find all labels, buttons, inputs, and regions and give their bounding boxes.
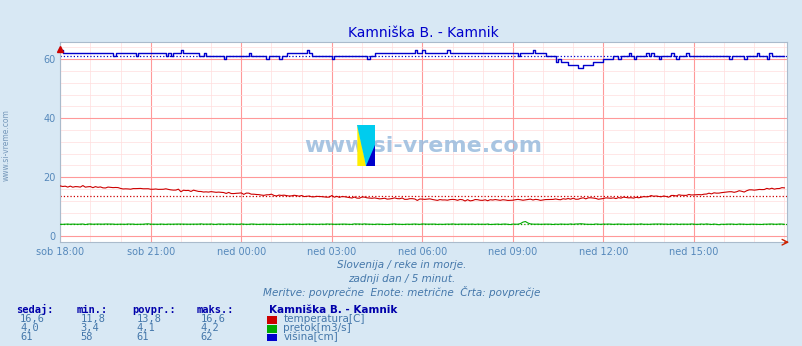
Text: 13,8: 13,8 bbox=[136, 315, 161, 325]
Text: povpr.:: povpr.: bbox=[132, 305, 176, 315]
Text: 58: 58 bbox=[80, 332, 93, 342]
Text: temperatura[C]: temperatura[C] bbox=[283, 315, 364, 325]
Text: min.:: min.: bbox=[76, 305, 107, 315]
Text: maks.:: maks.: bbox=[196, 305, 234, 315]
Text: Meritve: povprečne  Enote: metrične  Črta: povprečje: Meritve: povprečne Enote: metrične Črta:… bbox=[262, 286, 540, 298]
Text: 4,0: 4,0 bbox=[20, 323, 38, 333]
Text: www.si-vreme.com: www.si-vreme.com bbox=[304, 136, 542, 156]
Text: 11,8: 11,8 bbox=[80, 315, 105, 325]
Text: 4,2: 4,2 bbox=[200, 323, 219, 333]
Text: višina[cm]: višina[cm] bbox=[283, 331, 338, 342]
Polygon shape bbox=[357, 125, 366, 166]
Text: sedaj:: sedaj: bbox=[16, 304, 54, 315]
Text: 4,1: 4,1 bbox=[136, 323, 155, 333]
Text: www.si-vreme.com: www.si-vreme.com bbox=[2, 109, 11, 181]
Text: Slovenija / reke in morje.: Slovenija / reke in morje. bbox=[336, 260, 466, 270]
Text: 3,4: 3,4 bbox=[80, 323, 99, 333]
Polygon shape bbox=[366, 145, 375, 166]
Text: Kamniška B. - Kamnik: Kamniška B. - Kamnik bbox=[269, 305, 397, 315]
Polygon shape bbox=[357, 125, 375, 166]
Text: 61: 61 bbox=[136, 332, 149, 342]
Text: 62: 62 bbox=[200, 332, 213, 342]
Text: pretok[m3/s]: pretok[m3/s] bbox=[283, 323, 350, 333]
Text: zadnji dan / 5 minut.: zadnji dan / 5 minut. bbox=[347, 274, 455, 284]
Text: 16,6: 16,6 bbox=[200, 315, 225, 325]
Text: 16,6: 16,6 bbox=[20, 315, 45, 325]
Title: Kamniška B. - Kamnik: Kamniška B. - Kamnik bbox=[348, 26, 498, 40]
Text: 61: 61 bbox=[20, 332, 33, 342]
